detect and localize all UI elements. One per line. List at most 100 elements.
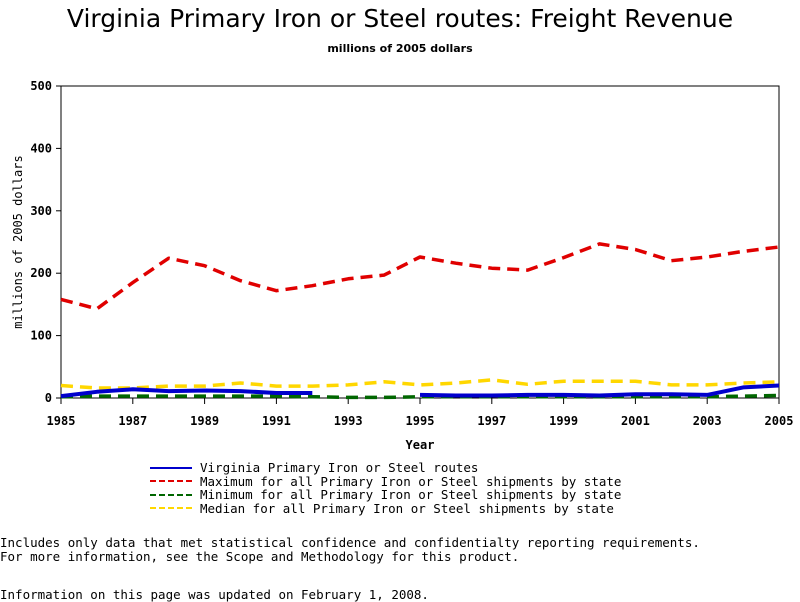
series-point-maximum — [311, 285, 313, 287]
series-point-virginia — [240, 390, 242, 392]
series-point-maximum — [132, 282, 134, 284]
series-point-median — [204, 385, 206, 387]
series-point-maximum — [419, 256, 421, 258]
series-point-maximum — [168, 257, 170, 259]
series-point-median — [634, 380, 636, 382]
series-point-minimum — [742, 395, 744, 397]
x-tick-label: 1995 — [406, 414, 435, 428]
series-point-virginia — [132, 388, 134, 390]
legend-item-minimum: Minimum for all Primary Iron or Steel sh… — [150, 488, 621, 502]
series-point-median — [275, 385, 277, 387]
series-point-minimum — [240, 395, 242, 397]
series-point-median — [419, 384, 421, 386]
series-point-minimum — [204, 395, 206, 397]
x-tick-label: 1993 — [334, 414, 363, 428]
series-point-median — [778, 381, 780, 383]
series-point-median — [563, 380, 565, 382]
series-point-virginia — [275, 392, 277, 394]
series-point-virginia — [742, 386, 744, 388]
footnote-confidence: Includes only data that met statistical … — [0, 535, 700, 550]
legend-label-virginia: Virginia Primary Iron or Steel routes — [200, 460, 479, 475]
footnote-methodology: For more information, see the Scope and … — [0, 549, 520, 564]
series-point-virginia — [311, 392, 313, 394]
series-point-median — [347, 384, 349, 386]
series-point-minimum — [96, 395, 98, 397]
legend-item-virginia: Virginia Primary Iron or Steel routes — [150, 461, 621, 475]
series-point-virginia — [455, 395, 457, 397]
x-tick-label: 1999 — [549, 414, 578, 428]
series-point-median — [706, 384, 708, 386]
series-point-maximum — [563, 257, 565, 259]
x-tick-label: 2001 — [621, 414, 650, 428]
y-axis-label: millions of 2005 dollars — [11, 155, 25, 328]
legend-swatch-median — [150, 507, 192, 510]
legend-swatch-minimum — [150, 493, 192, 496]
series-point-virginia — [60, 395, 62, 397]
series-point-median — [455, 382, 457, 384]
legend-item-maximum: Maximum for all Primary Iron or Steel sh… — [150, 473, 622, 489]
series-point-median — [670, 384, 672, 386]
series-point-minimum — [383, 396, 385, 398]
series-point-median — [383, 381, 385, 383]
series-point-maximum — [96, 308, 98, 310]
series-point-minimum — [778, 395, 780, 397]
legend-label-minimum: Minimum for all Primary Iron or Steel sh… — [200, 487, 622, 502]
y-tick-label: 300 — [30, 204, 52, 218]
series-point-maximum — [634, 248, 636, 250]
series-line-virginia — [60, 387, 313, 399]
series-point-virginia — [491, 395, 493, 397]
series-point-maximum — [778, 246, 780, 248]
legend-item-median: Median for all Primary Iron or Steel shi… — [150, 500, 621, 516]
series-point-median — [96, 387, 98, 389]
x-tick-label: 1997 — [477, 414, 506, 428]
series-point-virginia — [204, 390, 206, 392]
series-point-virginia — [96, 391, 98, 393]
y-tick-label: 0 — [45, 391, 52, 405]
series-line-virginia — [419, 383, 780, 398]
plot-frame — [60, 85, 780, 399]
chart-canvas: 0 100 200 300 400 500 1985 1987 1989 1991 1993 1995… — [11, 79, 794, 452]
series-point-maximum — [347, 278, 349, 280]
footnotes: Includes only data that met statistical … — [0, 536, 700, 564]
update-note: Information on this page was updated on … — [0, 587, 429, 602]
series-point-maximum — [527, 269, 529, 271]
x-axis-label: Year — [406, 438, 435, 452]
x-tick-label: 1985 — [47, 414, 76, 428]
series-point-maximum — [599, 243, 601, 245]
series-point-virginia — [419, 394, 421, 396]
series-point-virginia — [599, 395, 601, 397]
series-point-maximum — [240, 280, 242, 282]
legend: Virginia Primary Iron or Steel routes Ma… — [150, 461, 621, 515]
x-tick-label: 1989 — [190, 414, 219, 428]
legend-label-median: Median for all Primary Iron or Steel shi… — [200, 500, 614, 516]
series-point-maximum — [60, 298, 62, 300]
series-point-median — [491, 379, 493, 381]
series-point-minimum — [132, 395, 134, 397]
legend-swatch-virginia — [150, 466, 192, 469]
series-point-virginia — [168, 390, 170, 392]
series-point-median — [742, 382, 744, 384]
series-point-virginia — [670, 393, 672, 395]
x-tick-label: 2005 — [765, 414, 794, 428]
series-line-maximum — [60, 242, 780, 311]
series-point-maximum — [491, 267, 493, 269]
series-point-median — [60, 385, 62, 387]
series-point-maximum — [383, 274, 385, 276]
legend-label-maximum: Maximum for all Primary Iron or Steel sh… — [200, 473, 622, 489]
series-point-median — [240, 382, 242, 384]
series-line-minimum — [60, 393, 780, 400]
y-tick-label: 500 — [30, 79, 52, 93]
series-point-median — [527, 383, 529, 385]
chart-subtitle: millions of 2005 dollars — [327, 42, 473, 55]
series-point-maximum — [742, 250, 744, 252]
series-point-minimum — [311, 396, 313, 398]
series-point-virginia — [778, 385, 780, 387]
series-point-minimum — [347, 396, 349, 398]
series-point-median — [311, 385, 313, 387]
x-tick-label: 1987 — [118, 414, 147, 428]
y-tick-label: 200 — [30, 266, 52, 280]
series-point-maximum — [275, 290, 277, 292]
series-point-minimum — [275, 395, 277, 397]
chart-title: Virginia Primary Iron or Steel routes: F… — [66, 4, 734, 33]
series-point-virginia — [563, 394, 565, 396]
